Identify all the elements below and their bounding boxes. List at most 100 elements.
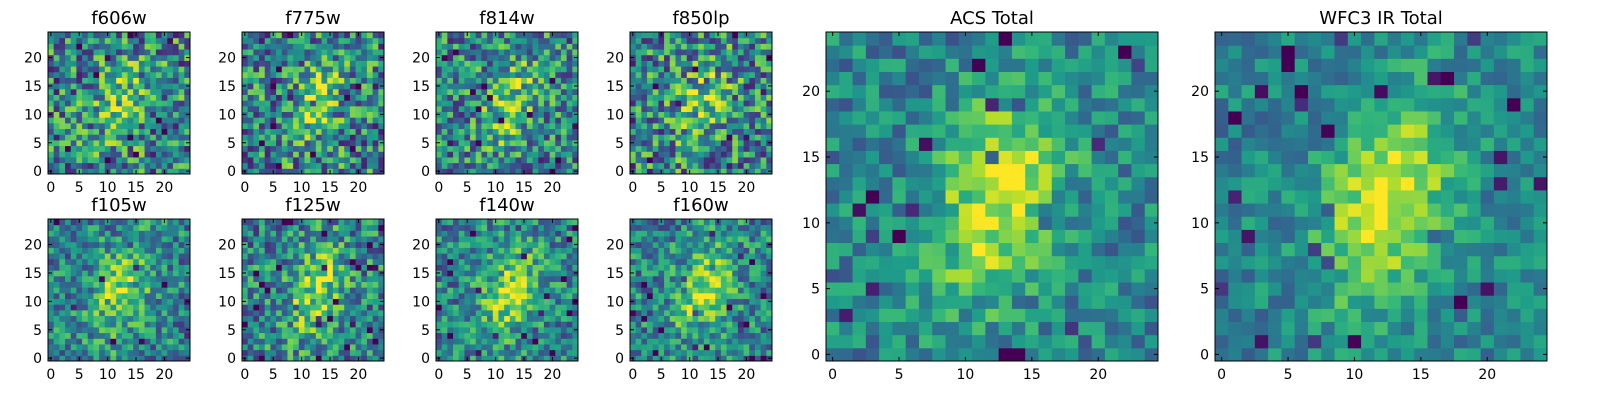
heatmap-cell (133, 77, 140, 84)
heatmap-cell (498, 321, 505, 328)
heatmap-cell (703, 315, 711, 322)
heatmap-cell (366, 111, 374, 118)
heatmap-cell (65, 71, 72, 78)
heatmap-cell (276, 151, 283, 158)
heatmap-cell (560, 156, 568, 164)
heatmap-cell (270, 71, 277, 78)
heatmap-cell (470, 105, 477, 113)
heatmap-cell (93, 264, 100, 271)
heatmap-cell (487, 326, 494, 334)
heatmap-cell (321, 219, 328, 226)
heatmap-cell (298, 117, 305, 124)
heatmap-cell (526, 281, 534, 288)
heatmap-cell (515, 247, 522, 254)
heatmap-cell (304, 355, 311, 362)
heatmap-cell (566, 309, 573, 317)
heatmap-cell (161, 349, 168, 356)
heatmap-cell (59, 117, 66, 124)
heatmap-cell (110, 241, 117, 248)
heatmap-cell (65, 117, 72, 124)
heatmap-cell (310, 219, 317, 226)
heatmap-cell (475, 100, 482, 107)
heatmap-cell (509, 343, 517, 351)
heatmap-cell (635, 77, 642, 84)
heatmap-cell (355, 309, 362, 317)
heatmap-cell (110, 117, 117, 124)
panel-title: f850lp (672, 8, 729, 29)
heatmap-cell (65, 349, 72, 356)
heatmap-cell (167, 100, 174, 107)
heatmap-cell (470, 32, 477, 39)
heatmap-cell (172, 349, 180, 356)
heatmap-cell (555, 332, 562, 339)
heatmap-cell (481, 94, 488, 101)
heatmap-cell (692, 32, 699, 39)
heatmap-cell (65, 338, 72, 345)
heatmap-cell (65, 253, 72, 260)
heatmap-cell (70, 105, 77, 113)
heatmap-cell (264, 258, 271, 265)
heatmap-cell (304, 349, 311, 356)
heatmap-cell (110, 71, 117, 78)
heatmap-cell (560, 32, 568, 39)
heatmap-cell (247, 338, 254, 345)
heatmap-cell (515, 32, 522, 39)
heatmap-cell (121, 88, 129, 95)
heatmap-cell (310, 247, 317, 254)
heatmap-cell (532, 355, 539, 362)
heatmap-cell (349, 258, 357, 265)
heatmap-cell (161, 83, 168, 90)
heatmap-cell (321, 88, 328, 95)
heatmap-cell (754, 32, 762, 39)
heatmap-cell (492, 66, 499, 73)
heatmap-cell (361, 162, 368, 169)
heatmap-cell (276, 94, 283, 101)
heatmap-cell (652, 66, 659, 73)
heatmap-cell (53, 236, 60, 243)
heatmap-cell (453, 275, 460, 282)
heatmap-cell (82, 224, 89, 231)
heatmap-cell (315, 343, 323, 351)
heatmap-cell (310, 49, 317, 56)
heatmap-cell (327, 315, 334, 322)
heatmap-cell (355, 49, 362, 56)
heatmap-cell (372, 168, 379, 175)
heatmap-cell (59, 156, 66, 164)
heatmap-cell (458, 156, 465, 164)
heatmap-cell (65, 111, 72, 118)
heatmap-cell (543, 315, 551, 322)
heatmap-cell (504, 151, 511, 158)
heatmap-cell (447, 321, 454, 328)
heatmap-cell (464, 54, 471, 61)
heatmap-cell (532, 281, 539, 288)
heatmap-cell (338, 60, 345, 67)
heatmap-cell (99, 168, 106, 175)
heatmap-cell (48, 236, 55, 243)
heatmap-cell (155, 304, 163, 311)
heatmap-cell (481, 122, 488, 130)
heatmap-cell (116, 94, 123, 101)
heatmap-cell (487, 128, 494, 135)
heatmap-cell (475, 43, 482, 50)
heatmap-cell (361, 270, 368, 277)
heatmap-cell (93, 151, 100, 158)
heatmap-cell (361, 43, 368, 50)
heatmap-cell (127, 326, 134, 334)
heatmap-cell (743, 349, 750, 356)
heatmap-cell (150, 253, 157, 260)
heatmap-cell (70, 122, 77, 130)
heatmap-cell (509, 281, 517, 288)
heatmap-cell (447, 139, 454, 147)
heatmap-cell (253, 83, 260, 90)
heatmap-cell (726, 321, 733, 328)
heatmap-cell (441, 105, 448, 113)
heatmap-cell (138, 32, 146, 39)
heatmap-cell (635, 88, 642, 95)
heatmap-cell (566, 332, 573, 339)
heatmap-cell (366, 321, 374, 328)
heatmap-cell (116, 37, 123, 44)
heatmap-cell (686, 162, 693, 169)
heatmap-cell (349, 338, 357, 345)
heatmap-cell (498, 338, 505, 345)
heatmap-cell (59, 134, 66, 141)
